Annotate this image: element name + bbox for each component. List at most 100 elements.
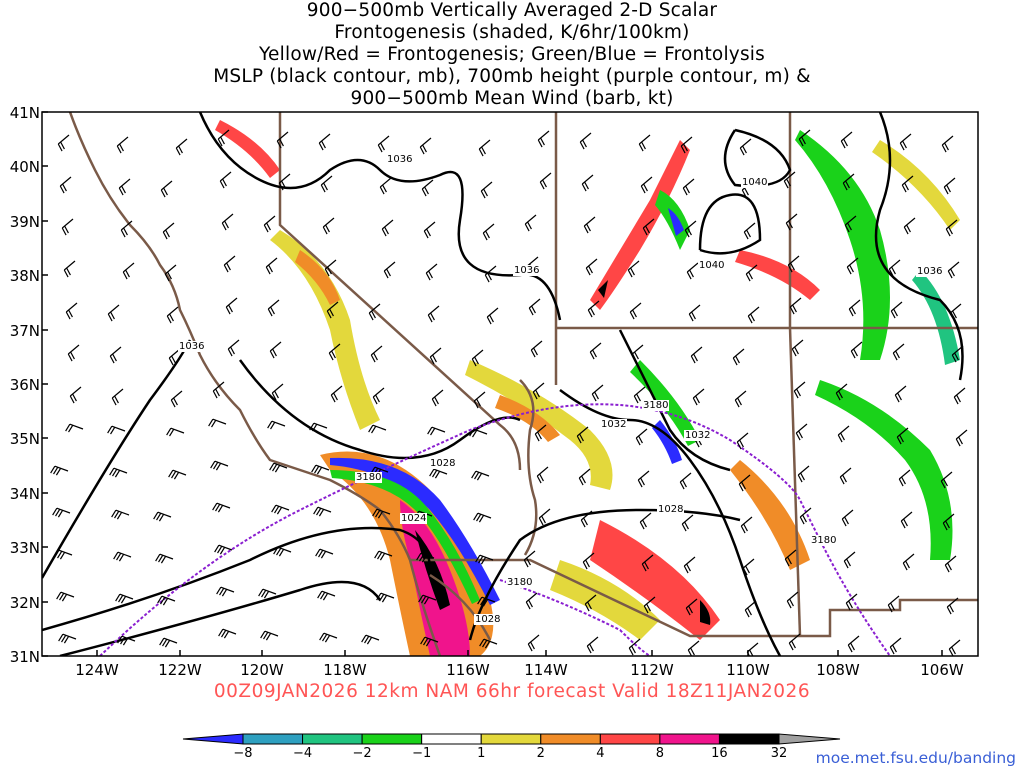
wind-barb [643,596,656,607]
wind-barb [271,383,284,394]
wind-barb-feather [958,436,963,445]
wind-barb [948,639,961,650]
wind-barb [534,424,547,435]
wind-barb [744,600,757,611]
wind-barb-feather [113,551,119,560]
wind-barb [530,340,543,351]
wind-barb-feather [586,645,592,654]
wind-barb-feather [316,467,323,475]
wind-barb-feather [643,183,648,192]
shading-arizona-black [700,600,711,625]
wind-barb-feather [68,309,73,318]
wind-barb-feather [644,561,649,570]
wind-barb [278,173,291,184]
lon-label: 106W [920,661,964,679]
wind-barb-feather [537,431,542,440]
height-contour-3180-main [99,403,891,656]
wind-barb [115,509,130,516]
wind-barb-feather [67,353,73,362]
wind-barb [537,130,550,141]
wind-barb-feather [223,631,230,639]
wind-barb-feather [478,555,484,564]
wind-barb-feather [630,267,635,276]
wind-barb-feather [853,348,858,357]
wind-barb-feather [372,396,378,405]
wind-barb [585,258,598,269]
wind-barb-feather [166,315,172,324]
wind-barb-feather [428,270,433,279]
wind-barb-feather [732,357,738,366]
height-contour-label: 3180 [506,577,534,588]
wind-barb-feather [225,306,231,315]
wind-barb-feather [423,230,429,239]
credit-link[interactable]: moe.met.fsu.edu/banding [815,749,1016,767]
wind-barb-feather [633,395,639,404]
wind-barb [324,259,337,270]
wind-barb [591,384,604,395]
wind-barb-feather [536,475,542,484]
wind-barb-feather [416,552,422,561]
arizona-newmexico-border [788,327,802,637]
wind-barb-feather [224,220,229,229]
wind-barb-feather [646,603,651,612]
wind-barb-feather [116,145,122,154]
wind-barb-feather [371,310,376,319]
wind-barb-feather [260,630,266,639]
mslp-contour-1036-east [874,112,964,381]
wind-barb-feather [739,147,745,156]
wind-barb [473,428,488,435]
wind-barb [631,344,644,355]
wind-barb [175,138,188,149]
wind-barb-feather [168,357,174,366]
wind-barb-feather [123,227,128,236]
wind-barb [365,634,380,641]
colorbar-label: −8 [233,746,253,761]
wind-barb [627,260,640,271]
wind-barb-feather [482,599,489,607]
wind-barb-feather [848,600,853,609]
wind-barb-feather [847,222,852,231]
wind-barb-feather [798,138,804,147]
wind-barb-feather [583,225,589,234]
wind-barb-feather [214,544,220,553]
wind-barb [164,264,177,275]
wind-barb [67,344,80,355]
wind-barb-feather [528,307,534,316]
wind-barb [479,554,494,561]
wind-barb-feather [65,311,71,320]
wind-barb-feather [311,464,317,473]
wind-barb-feather [840,432,845,441]
title-line-2: Frontogenesis (shaded, K/6hr/100km) [334,22,690,43]
wind-barb-feather [118,554,125,562]
wind-barb-feather [585,267,591,276]
wind-barb [847,635,860,646]
wind-barb [60,591,75,598]
wind-barb-feather [167,271,172,280]
wind-barb [263,215,276,226]
wind-barb-feather [523,559,529,568]
wind-barb-feather [897,392,902,401]
wind-barb [840,131,853,142]
axis-ticks [42,111,943,657]
wind-barb [477,512,492,519]
wind-barb-feather [331,350,336,359]
wind-barb [940,471,953,482]
wind-barb-feather [482,232,488,241]
mslp-contour-sw [59,580,382,656]
wind-barb-feather [480,597,486,606]
wind-barb-feather [473,400,479,409]
wind-barb-feather [431,398,437,407]
wind-barb-feather [890,310,896,319]
wind-barb-feather [688,313,694,322]
lat-label: 33N [9,539,40,557]
shading-arizona-yellow [550,560,660,640]
colorbar [182,733,841,745]
wind-barb-feather [739,439,744,448]
wind-barb-feather [268,264,273,273]
wind-barb-feather [329,308,334,317]
wind-barb [157,511,172,518]
wind-barb-feather [480,190,486,199]
wind-barb-feather [423,637,429,646]
wind-barb-feather [222,178,227,187]
wind-barb-feather [422,144,427,153]
